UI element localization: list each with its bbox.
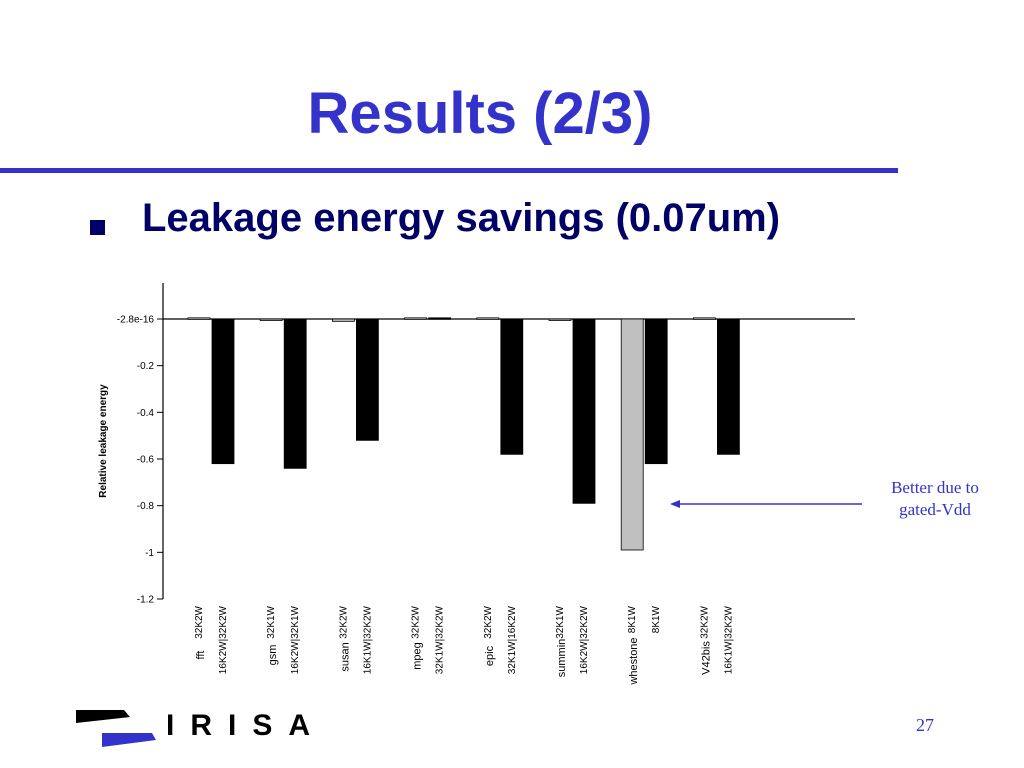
category-label: mpeg: [412, 642, 424, 670]
arrow-icon: [670, 500, 862, 508]
title-divider: [0, 168, 898, 173]
bar: [187, 317, 211, 320]
category-label: whestone: [628, 637, 640, 685]
category-label: susan: [339, 642, 351, 671]
annotation-callout: Better due to gated-Vdd: [868, 477, 1002, 521]
bar: [404, 317, 428, 320]
category-label: epic: [484, 645, 496, 666]
y-tick-label: -0.4: [137, 408, 155, 419]
logo-flag-icon: [76, 710, 156, 747]
bar-label: 8K1W: [627, 605, 638, 633]
y-tick-label: -0.8: [137, 501, 155, 512]
bullet-text: Leakage energy savings (0.07um): [142, 196, 781, 240]
bar: [620, 318, 644, 551]
annotation-line-2: gated-Vdd: [899, 500, 971, 519]
logo-wordmark: IRISA: [166, 709, 327, 742]
y-tick-label: -0.2: [137, 361, 155, 372]
category-label: V42bis: [700, 641, 712, 675]
bar-label: 16K2W|32K1W: [290, 605, 301, 674]
y-tick-label: -1.2: [137, 595, 155, 606]
y-tick-label: -1: [145, 548, 154, 559]
bullet-square-icon: [90, 220, 105, 235]
bar: [331, 318, 355, 322]
bar: [476, 317, 500, 320]
bar-label: 16K1W|32K2W: [362, 605, 373, 674]
annotation-line-1: Better due to: [891, 478, 979, 497]
bar-label: 32K2W: [338, 605, 349, 638]
bar-label: 16K2W|32K2W: [218, 605, 229, 674]
bar: [259, 318, 283, 321]
bar: [548, 318, 572, 321]
y-axis-title: Relative leakage energy: [98, 384, 109, 498]
bar-label: 32K1W|32K2W: [435, 605, 446, 674]
bar: [572, 318, 596, 504]
bar: [211, 318, 235, 465]
y-tick-label: -0.6: [137, 455, 155, 466]
bar: [693, 317, 716, 320]
bar-label: 32K1W: [266, 605, 277, 638]
slide-title: Results (2/3): [307, 81, 653, 146]
category-label: fft: [195, 651, 207, 660]
bar-label: 8K1W: [651, 605, 662, 633]
bar-label: 32K1W: [555, 605, 566, 638]
bar-label: 32K2W: [194, 605, 205, 638]
page-number: 27: [916, 715, 934, 735]
bar: [717, 318, 740, 455]
bar-label: 16K2W|32K2W: [579, 605, 590, 674]
bar: [428, 317, 452, 320]
bar-label: 16K1W|32K2W: [723, 605, 734, 674]
bar-label: 32K1W|16K2W: [507, 605, 518, 674]
category-label: summin: [556, 639, 568, 678]
bar-label: 32K2W: [483, 605, 494, 638]
bar: [355, 318, 379, 441]
bar: [283, 318, 307, 469]
bar: [500, 318, 524, 455]
bar-label: 32K2W: [699, 605, 710, 638]
category-label: gsm: [267, 645, 279, 666]
y-tick-label: -2.8e-16: [117, 315, 155, 326]
bar: [644, 318, 668, 465]
bar-label: 32K2W: [411, 605, 422, 638]
irisa-logo: IRISA: [74, 705, 314, 750]
